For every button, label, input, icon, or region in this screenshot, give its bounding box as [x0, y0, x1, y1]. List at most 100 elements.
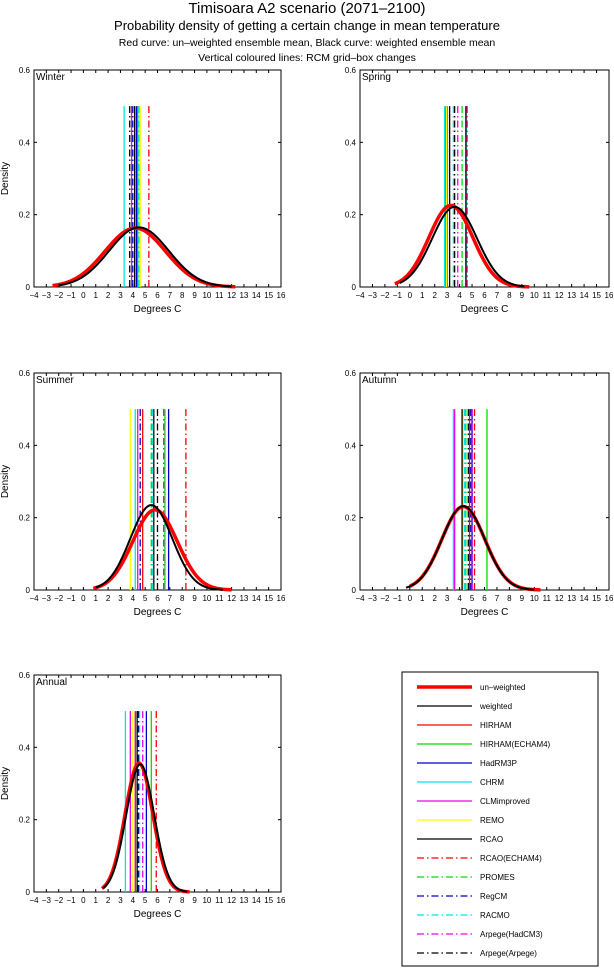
curve-weighted	[58, 226, 232, 288]
x-tick-label: 9	[520, 291, 525, 300]
y-tick-label: 0.6	[19, 66, 31, 75]
x-tick-label: 14	[580, 594, 589, 603]
x-tick-label: 8	[507, 291, 512, 300]
x-tick-label: 6	[155, 594, 160, 603]
y-tick-label: 0.2	[19, 514, 31, 523]
panel-spring: −4 −3 −2 −1 0 1 2 3 4 5 6 7 8 9 10 11 12 13 14 15 1600.20.40…	[345, 66, 614, 315]
x-axis-label: Degrees C	[134, 909, 182, 920]
y-axis-label: Density	[0, 162, 11, 195]
panel-title: Autumn	[362, 375, 396, 386]
legend-label: CLMimproved	[480, 797, 530, 806]
curve-unweighted	[92, 508, 232, 592]
x-tick-label: 4	[457, 594, 462, 603]
x-tick-label: 5	[143, 594, 148, 603]
y-tick-label: 0	[352, 586, 357, 595]
y-tick-label: 0	[26, 888, 31, 897]
x-tick-label: 3	[118, 594, 123, 603]
x-tick-label: −2	[380, 594, 390, 603]
x-tick-label: 14	[252, 896, 261, 905]
legend-label: RACMO	[480, 911, 510, 920]
x-axis-label: Degrees C	[134, 607, 182, 618]
legend-label: Arpege(HadCM3)	[480, 930, 543, 939]
legend-label: HIRHAM(ECHAM4)	[480, 740, 551, 749]
panel-annual: −4 −3 −2 −1 0 1 2 3 4 5 6 7 8 9 10 11 12 13 14 15 1600.20.40…	[0, 671, 286, 920]
x-tick-label: 5	[470, 291, 475, 300]
x-tick-label: −1	[66, 896, 76, 905]
x-tick-label: 1	[94, 896, 99, 905]
y-tick-label: 0.4	[19, 441, 31, 450]
x-tick-label: 13	[567, 594, 576, 603]
figure-note-curves: Red curve: un–weighted ensemble mean, Bl…	[118, 37, 496, 49]
x-tick-label: −3	[42, 291, 52, 300]
x-tick-label: 6	[482, 291, 487, 300]
x-tick-label: 9	[192, 896, 197, 905]
x-tick-label: 16	[277, 291, 286, 300]
y-tick-label: 0.4	[19, 743, 31, 752]
x-tick-label: 5	[143, 291, 148, 300]
x-tick-label: 16	[605, 291, 614, 300]
x-tick-label: 7	[168, 291, 173, 300]
x-tick-label: 2	[106, 594, 111, 603]
x-tick-label: −3	[368, 594, 378, 603]
y-tick-label: 0.2	[345, 211, 357, 220]
x-axis-label: Degrees C	[134, 304, 182, 315]
x-tick-label: 8	[180, 896, 185, 905]
x-tick-label: 0	[408, 291, 413, 300]
panel-title: Annual	[36, 677, 67, 688]
legend-label: CHRM	[480, 778, 504, 787]
x-tick-label: 0	[81, 291, 86, 300]
legend-label: REMO	[480, 816, 504, 825]
x-tick-label: −4	[29, 594, 39, 603]
x-tick-label: 13	[239, 896, 248, 905]
x-tick-label: −4	[355, 291, 365, 300]
x-tick-label: 8	[180, 291, 185, 300]
x-tick-label: 3	[445, 594, 450, 603]
x-tick-label: 0	[81, 594, 86, 603]
x-tick-label: 11	[215, 594, 224, 603]
panel-autumn: −4 −3 −2 −1 0 1 2 3 4 5 6 7 8 9 10 11 12 13 14 15 1600.20.40…	[345, 369, 614, 618]
x-tick-label: −1	[393, 291, 403, 300]
plot-frame	[359, 372, 610, 591]
x-tick-label: −3	[368, 291, 378, 300]
x-tick-label: 5	[470, 594, 475, 603]
x-tick-label: 2	[106, 896, 111, 905]
x-tick-label: 6	[155, 896, 160, 905]
y-tick-label: 0.6	[19, 671, 31, 680]
legend-label: RegCM	[480, 892, 507, 901]
x-tick-label: 11	[543, 291, 552, 300]
x-tick-label: 10	[202, 896, 211, 905]
panel-title: Winter	[36, 72, 66, 83]
x-tick-label: 0	[408, 594, 413, 603]
x-axis-label: Degrees C	[461, 607, 509, 618]
panel-title: Summer	[36, 375, 74, 386]
x-tick-label: 11	[215, 291, 224, 300]
x-tick-label: 14	[580, 291, 589, 300]
figure-note-lines: Vertical coloured lines: RCM grid–box ch…	[198, 52, 416, 64]
x-tick-label: −1	[66, 291, 76, 300]
x-tick-label: −4	[355, 594, 365, 603]
x-tick-label: 0	[81, 896, 86, 905]
legend-label: un–weighted	[480, 683, 525, 692]
x-tick-label: 1	[420, 291, 425, 300]
x-tick-label: −2	[380, 291, 390, 300]
x-tick-label: 9	[192, 594, 197, 603]
x-tick-label: 2	[432, 291, 437, 300]
legend-frame	[401, 671, 599, 967]
curve-unweighted	[52, 226, 236, 289]
x-tick-label: 7	[168, 594, 173, 603]
panel-winter: −4 −3 −2 −1 0 1 2 3 4 5 6 7 8 9 10 11 12 13 14 15 1600.20.40…	[0, 66, 286, 315]
y-axis-label: Density	[0, 767, 11, 800]
x-tick-label: 7	[168, 896, 173, 905]
x-tick-label: 13	[239, 594, 248, 603]
x-tick-label: 2	[432, 594, 437, 603]
x-tick-label: 1	[94, 291, 99, 300]
x-tick-label: 7	[495, 291, 500, 300]
x-tick-label: 14	[252, 291, 261, 300]
x-tick-label: 15	[264, 896, 273, 905]
y-tick-label: 0	[26, 586, 31, 595]
x-tick-label: 12	[555, 291, 564, 300]
legend-label: RCAO	[480, 835, 503, 844]
curve-unweighted	[394, 203, 530, 289]
panel-summer: −4 −3 −2 −1 0 1 2 3 4 5 6 7 8 9 10 11 12 13 14 15 1600.20.40…	[0, 369, 286, 618]
